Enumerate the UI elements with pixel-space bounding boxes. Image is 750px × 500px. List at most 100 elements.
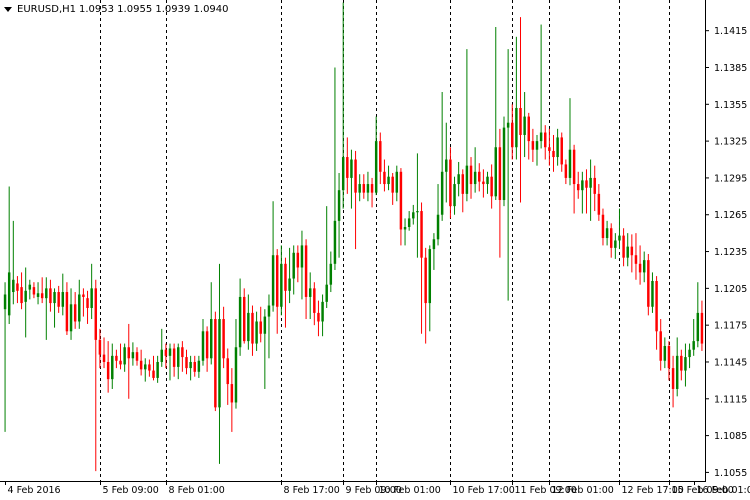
candle: [292, 245, 295, 295]
candle-body: [238, 296, 242, 348]
candle-body: [366, 184, 370, 193]
price-tick-label: 1.1415: [714, 26, 747, 37]
candle: [90, 263, 93, 320]
candle: [647, 253, 650, 316]
candle-body: [432, 239, 436, 250]
candle-body: [251, 312, 254, 344]
candle-body: [61, 292, 65, 307]
candle: [560, 132, 563, 172]
candle: [420, 202, 423, 334]
price-tick-label: 1.1235: [714, 247, 747, 258]
candle: [242, 288, 246, 344]
candle-body: [362, 184, 366, 193]
candle-body: [123, 347, 126, 365]
price-tick-label: 1.1325: [714, 137, 747, 148]
candle: [614, 233, 617, 259]
candle-body: [210, 319, 213, 359]
candle-body: [313, 288, 316, 313]
candle-body: [218, 319, 221, 408]
candle-body: [119, 360, 122, 365]
candle: [523, 92, 526, 158]
candle: [57, 285, 60, 313]
candle-body: [201, 331, 205, 361]
candle-body: [296, 252, 300, 268]
candle: [383, 159, 386, 192]
candle: [160, 328, 163, 367]
candle: [214, 311, 217, 412]
candle-body: [527, 116, 530, 142]
candle: [564, 159, 568, 185]
candle-body: [144, 364, 147, 370]
candle-body: [177, 347, 180, 367]
candle-body: [3, 294, 7, 310]
symbol-header: EURUSD,H1 1.0953 1.0955 1.0939 1.0940: [4, 4, 229, 15]
price-tick-label: 1.1055: [714, 468, 747, 479]
candle-body: [589, 177, 592, 188]
candle-body: [308, 288, 312, 297]
candle: [127, 323, 131, 399]
candle-body: [156, 361, 159, 378]
triangle-down-icon[interactable]: [4, 7, 12, 12]
candle: [53, 288, 56, 328]
candle-body: [226, 358, 229, 385]
candle: [65, 282, 69, 335]
candle: [284, 257, 287, 328]
candle-body: [284, 263, 287, 291]
candle: [197, 355, 201, 378]
candle-body: [346, 157, 349, 178]
candle-body: [403, 227, 407, 230]
candle: [111, 343, 114, 389]
candle: [445, 122, 448, 203]
candle-body: [519, 107, 522, 135]
candle-body: [45, 288, 48, 299]
candle-body: [139, 360, 143, 370]
candle: [568, 98, 572, 186]
candle: [7, 186, 11, 324]
candle-body: [115, 355, 118, 361]
candle-body: [680, 355, 683, 371]
candle-body: [634, 255, 638, 264]
candle-body: [568, 149, 572, 178]
candle-body: [428, 249, 432, 304]
candle: [407, 211, 411, 231]
candle-body: [659, 331, 662, 361]
price-tick-label: 1.1175: [714, 321, 747, 332]
candle-body: [506, 122, 510, 128]
candle: [300, 230, 304, 300]
candle: [115, 349, 118, 369]
candle: [585, 169, 588, 214]
candle: [78, 279, 81, 329]
candle: [391, 173, 394, 205]
candle-body: [358, 184, 361, 193]
candle: [329, 251, 333, 293]
candle: [16, 276, 19, 304]
candle: [659, 319, 662, 371]
time-tick-label: 16 Feb 01:00: [697, 485, 750, 496]
candle: [49, 279, 52, 312]
candle-body: [168, 348, 172, 356]
candle-body: [609, 228, 613, 248]
candle-body: [478, 171, 481, 182]
candle-body: [688, 349, 691, 358]
candle: [304, 239, 308, 320]
candle-body: [12, 279, 15, 293]
candle-body: [321, 301, 324, 322]
candle: [94, 279, 98, 472]
candle: [556, 128, 559, 166]
candle-body: [572, 149, 576, 185]
candle-body: [160, 349, 163, 362]
candle: [119, 343, 122, 370]
candle-body: [106, 361, 110, 380]
candle-body: [548, 147, 551, 151]
candle: [267, 294, 271, 359]
candle-body: [576, 184, 580, 191]
candle-body: [7, 272, 11, 316]
candle-body: [102, 354, 106, 362]
price-tick-label: 1.1145: [714, 357, 747, 368]
price-tick-label: 1.1265: [714, 210, 747, 221]
candle-body: [469, 165, 473, 185]
candle-body: [57, 292, 60, 307]
candle: [106, 341, 110, 393]
